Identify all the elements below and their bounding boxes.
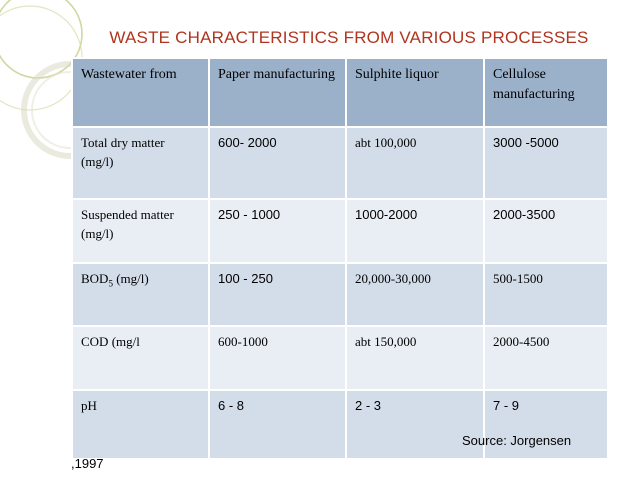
header-sulphite-liquor: Sulphite liquor	[345, 57, 485, 128]
header-wastewater-from: Wastewater from	[71, 57, 210, 128]
table-cell: 3000 -5000	[483, 126, 609, 200]
source-citation: Source: Jorgensen	[462, 433, 572, 448]
table-cell: 1000-2000	[345, 198, 485, 264]
row-label-bod5-main: BOD	[81, 271, 109, 286]
table-cell: 100 - 250	[208, 262, 347, 327]
row-label-bod5-unit: (mg/l)	[112, 271, 149, 286]
table-cell: 2 - 3	[345, 389, 485, 460]
table-cell: 7 - 9	[483, 389, 609, 460]
row-label-suspended-matter: Suspended matter (mg/l)	[71, 198, 210, 264]
table-cell: 600- 2000	[208, 126, 347, 200]
source-citation-year: ,1997	[71, 456, 104, 471]
table-row: BOD5 (mg/l) 100 - 250 20,000-30,000 500-…	[71, 262, 609, 327]
table-cell: 2000-4500	[483, 325, 609, 391]
table-row: pH 6 - 8 2 - 3 7 - 9	[71, 389, 609, 460]
table-row: COD (mg/l 600-1000 abt 150,000 2000-4500	[71, 325, 609, 391]
table-row: Suspended matter (mg/l) 250 - 1000 1000-…	[71, 198, 609, 264]
table-cell: abt 150,000	[345, 325, 485, 391]
table-cell: abt 100,000	[345, 126, 485, 200]
table-cell: 600-1000	[208, 325, 347, 391]
table-cell: 2000-3500	[483, 198, 609, 264]
slide-title: WASTE CHARACTERISTICS FROM VARIOUS PROCE…	[109, 28, 589, 47]
table-cell: 6 - 8	[208, 389, 347, 460]
table-cell: 250 - 1000	[208, 198, 347, 264]
header-paper-manufacturing: Paper manufacturing	[208, 57, 347, 128]
table-cell: 500-1500	[483, 262, 609, 327]
row-label-ph: pH	[71, 389, 210, 460]
table-row: Total dry matter (mg/l) 600- 2000 abt 10…	[71, 126, 609, 200]
row-label-bod5: BOD5 (mg/l)	[71, 262, 210, 327]
row-label-bod5-subscript: 5	[108, 278, 113, 289]
row-label-cod: COD (mg/l	[71, 325, 210, 391]
table-cell: 20,000-30,000	[345, 262, 485, 327]
row-label-total-dry-matter: Total dry matter (mg/l)	[71, 126, 210, 200]
header-cellulose-manufacturing: Cellulose manufacturing	[483, 57, 609, 128]
table-header-row: Wastewater from Paper manufacturing Sulp…	[71, 57, 609, 128]
waste-characteristics-table: Wastewater from Paper manufacturing Sulp…	[71, 57, 609, 460]
